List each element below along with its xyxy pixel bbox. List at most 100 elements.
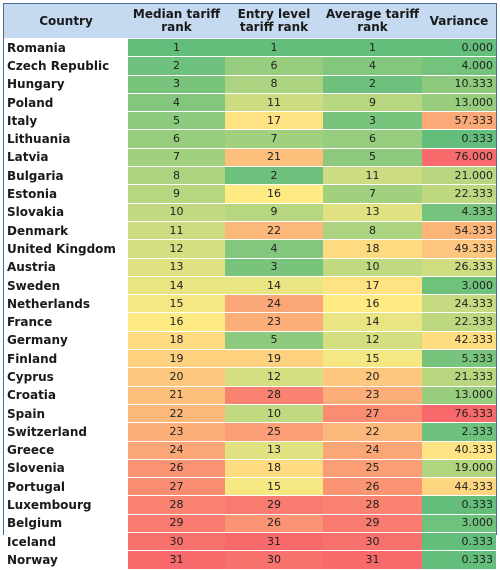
cell-variance[interactable]: 13.000 xyxy=(422,93,496,113)
cell-variance[interactable]: 13.000 xyxy=(422,386,496,405)
cell-variance[interactable]: 3.000 xyxy=(422,276,496,296)
cell-country[interactable]: Lithuania xyxy=(4,129,128,149)
cell-median-tariff-rank[interactable]: 20 xyxy=(128,367,225,387)
cell-variance[interactable]: 0.333 xyxy=(422,495,496,515)
cell-average-tariff-rank[interactable]: 4 xyxy=(323,56,422,76)
cell-median-tariff-rank[interactable]: 14 xyxy=(128,276,225,296)
cell-entry-level-tariff-rank[interactable]: 10 xyxy=(225,404,323,424)
cell-average-tariff-rank[interactable]: 7 xyxy=(323,184,422,204)
cell-entry-level-tariff-rank[interactable]: 2 xyxy=(225,166,323,186)
cell-average-tariff-rank[interactable]: 26 xyxy=(323,477,422,497)
cell-median-tariff-rank[interactable]: 15 xyxy=(128,294,225,314)
cell-entry-level-tariff-rank[interactable]: 8 xyxy=(225,75,323,94)
cell-median-tariff-rank[interactable]: 8 xyxy=(128,166,225,186)
cell-variance[interactable]: 22.333 xyxy=(422,184,496,204)
cell-average-tariff-rank[interactable]: 9 xyxy=(323,93,422,113)
cell-entry-level-tariff-rank[interactable]: 1 xyxy=(225,38,323,58)
cell-variance[interactable]: 54.333 xyxy=(422,221,496,241)
cell-median-tariff-rank[interactable]: 26 xyxy=(128,459,225,479)
cell-variance[interactable]: 42.333 xyxy=(422,331,496,351)
cell-average-tariff-rank[interactable]: 2 xyxy=(323,75,422,94)
cell-average-tariff-rank[interactable]: 15 xyxy=(323,349,422,369)
cell-variance[interactable]: 0.000 xyxy=(422,38,496,58)
cell-entry-level-tariff-rank[interactable]: 24 xyxy=(225,294,323,314)
cell-median-tariff-rank[interactable]: 10 xyxy=(128,203,225,222)
cell-country[interactable]: Hungary xyxy=(4,75,128,94)
cell-average-tariff-rank[interactable]: 10 xyxy=(323,258,422,277)
cell-entry-level-tariff-rank[interactable]: 16 xyxy=(225,184,323,204)
cell-average-tariff-rank[interactable]: 13 xyxy=(323,203,422,222)
cell-entry-level-tariff-rank[interactable]: 7 xyxy=(225,129,323,149)
cell-variance[interactable]: 57.333 xyxy=(422,111,496,131)
cell-average-tariff-rank[interactable]: 12 xyxy=(323,331,422,351)
cell-variance[interactable]: 76.000 xyxy=(422,148,496,168)
cell-entry-level-tariff-rank[interactable]: 14 xyxy=(225,276,323,296)
cell-median-tariff-rank[interactable]: 24 xyxy=(128,441,225,460)
cell-entry-level-tariff-rank[interactable]: 19 xyxy=(225,349,323,369)
cell-median-tariff-rank[interactable]: 5 xyxy=(128,111,225,131)
cell-average-tariff-rank[interactable]: 11 xyxy=(323,166,422,186)
cell-entry-level-tariff-rank[interactable]: 5 xyxy=(225,331,323,351)
cell-country[interactable]: Czech Republic xyxy=(4,56,128,76)
cell-median-tariff-rank[interactable]: 23 xyxy=(128,422,225,442)
cell-country[interactable]: Romania xyxy=(4,38,128,58)
cell-average-tariff-rank[interactable]: 5 xyxy=(323,148,422,168)
cell-entry-level-tariff-rank[interactable]: 31 xyxy=(225,532,323,552)
cell-average-tariff-rank[interactable]: 17 xyxy=(323,276,422,296)
header-median-tariff-rank[interactable]: Median tariff rank xyxy=(128,4,225,39)
cell-entry-level-tariff-rank[interactable]: 4 xyxy=(225,239,323,259)
cell-average-tariff-rank[interactable]: 30 xyxy=(323,532,422,552)
cell-average-tariff-rank[interactable]: 25 xyxy=(323,459,422,479)
cell-variance[interactable]: 22.333 xyxy=(422,312,496,332)
cell-variance[interactable]: 2.333 xyxy=(422,422,496,442)
cell-entry-level-tariff-rank[interactable]: 13 xyxy=(225,441,323,460)
cell-country[interactable]: Iceland xyxy=(4,532,128,552)
cell-country[interactable]: United Kingdom xyxy=(4,239,128,259)
cell-median-tariff-rank[interactable]: 30 xyxy=(128,532,225,552)
cell-median-tariff-rank[interactable]: 7 xyxy=(128,148,225,168)
cell-variance[interactable]: 4.333 xyxy=(422,203,496,222)
cell-country[interactable]: Latvia xyxy=(4,148,128,168)
cell-entry-level-tariff-rank[interactable]: 17 xyxy=(225,111,323,131)
cell-median-tariff-rank[interactable]: 6 xyxy=(128,129,225,149)
cell-median-tariff-rank[interactable]: 4 xyxy=(128,93,225,113)
cell-entry-level-tariff-rank[interactable]: 12 xyxy=(225,367,323,387)
cell-variance[interactable]: 76.333 xyxy=(422,404,496,424)
cell-entry-level-tariff-rank[interactable]: 23 xyxy=(225,312,323,332)
cell-country[interactable]: Sweden xyxy=(4,276,128,296)
header-average-tariff-rank[interactable]: Average tariff rank xyxy=(323,4,422,39)
header-country[interactable]: Country xyxy=(4,4,128,39)
cell-country[interactable]: Denmark xyxy=(4,221,128,241)
cell-average-tariff-rank[interactable]: 16 xyxy=(323,294,422,314)
cell-average-tariff-rank[interactable]: 23 xyxy=(323,386,422,405)
cell-country[interactable]: Belgium xyxy=(4,514,128,534)
cell-average-tariff-rank[interactable]: 18 xyxy=(323,239,422,259)
cell-average-tariff-rank[interactable]: 14 xyxy=(323,312,422,332)
cell-country[interactable]: Croatia xyxy=(4,386,128,405)
cell-median-tariff-rank[interactable]: 27 xyxy=(128,477,225,497)
cell-entry-level-tariff-rank[interactable]: 9 xyxy=(225,203,323,222)
cell-country[interactable]: Luxembourg xyxy=(4,495,128,515)
cell-country[interactable]: Slovakia xyxy=(4,203,128,222)
header-entry-level-tariff-rank[interactable]: Entry level tariff rank xyxy=(225,4,323,39)
cell-variance[interactable]: 0.333 xyxy=(422,532,496,552)
cell-median-tariff-rank[interactable]: 3 xyxy=(128,75,225,94)
cell-median-tariff-rank[interactable]: 9 xyxy=(128,184,225,204)
cell-entry-level-tariff-rank[interactable]: 3 xyxy=(225,258,323,277)
cell-country[interactable]: Estonia xyxy=(4,184,128,204)
cell-country[interactable]: Cyprus xyxy=(4,367,128,387)
cell-variance[interactable]: 3.000 xyxy=(422,514,496,534)
cell-variance[interactable]: 0.333 xyxy=(422,129,496,149)
cell-country[interactable]: Portugal xyxy=(4,477,128,497)
cell-average-tariff-rank[interactable]: 1 xyxy=(323,38,422,58)
cell-median-tariff-rank[interactable]: 29 xyxy=(128,514,225,534)
cell-average-tariff-rank[interactable]: 24 xyxy=(323,441,422,460)
cell-average-tariff-rank[interactable]: 27 xyxy=(323,404,422,424)
cell-variance[interactable]: 26.333 xyxy=(422,258,496,277)
cell-variance[interactable]: 24.333 xyxy=(422,294,496,314)
cell-entry-level-tariff-rank[interactable]: 11 xyxy=(225,93,323,113)
cell-country[interactable]: Poland xyxy=(4,93,128,113)
cell-variance[interactable]: 21.333 xyxy=(422,367,496,387)
cell-variance[interactable]: 49.333 xyxy=(422,239,496,259)
cell-country[interactable]: France xyxy=(4,312,128,332)
